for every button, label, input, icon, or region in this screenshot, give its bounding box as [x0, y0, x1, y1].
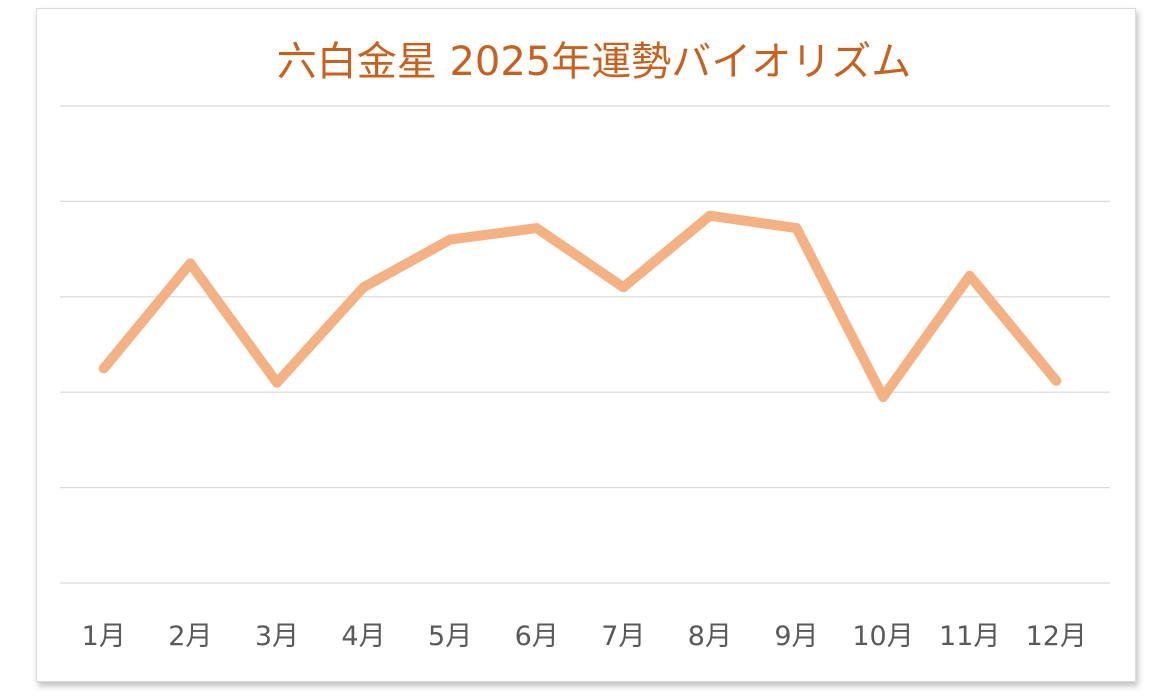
x-tick-label: 10月 — [852, 621, 913, 652]
data-point — [964, 270, 975, 281]
data-point — [1051, 375, 1062, 386]
chart-frame — [36, 8, 1136, 682]
x-axis-ticks: 1月 2月 3月 4月 5月 6月 7月 8月 9月 10月 11月 12月 — [82, 621, 1087, 652]
x-tick-label: 7月 — [601, 621, 645, 652]
x-tick-label: 1月 — [82, 621, 126, 652]
x-tick-label: 8月 — [688, 621, 732, 652]
data-point — [531, 223, 542, 234]
data-point — [445, 234, 456, 245]
data-point — [791, 223, 802, 234]
data-point — [185, 258, 196, 269]
x-tick-label: 6月 — [515, 621, 559, 652]
data-point — [358, 282, 369, 293]
x-tick-label: 4月 — [341, 621, 385, 652]
x-tick-label: 5月 — [428, 621, 472, 652]
x-tick-label: 11月 — [939, 621, 1000, 652]
data-point — [878, 391, 889, 402]
series-group — [98, 210, 1062, 402]
x-tick-label: 9月 — [774, 621, 818, 652]
series-line — [98, 210, 1062, 402]
data-point — [98, 363, 109, 374]
chart-title: 六白金星 2025年運勢バイオリズム — [277, 39, 912, 85]
x-tick-label: 2月 — [168, 621, 212, 652]
x-tick-label: 12月 — [1026, 621, 1087, 652]
grid-lines — [60, 105, 1110, 584]
data-point — [271, 377, 282, 388]
data-point — [618, 282, 629, 293]
data-point — [704, 210, 715, 221]
x-tick-label: 3月 — [255, 621, 299, 652]
